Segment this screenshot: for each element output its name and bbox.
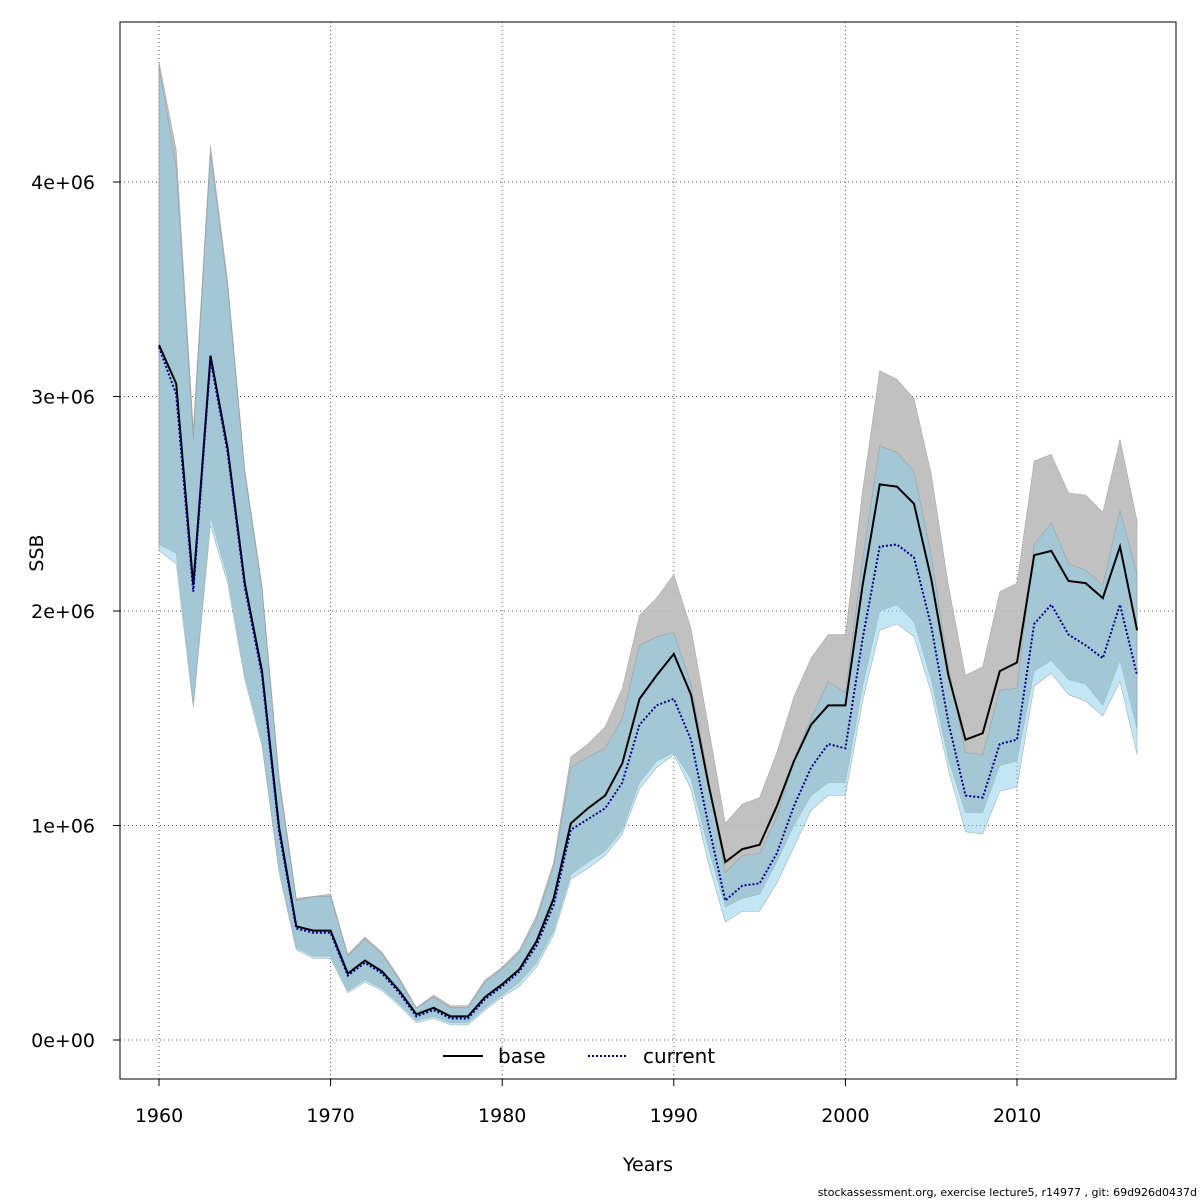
x-tick-label-1990: 1990 <box>650 1105 698 1127</box>
x-axis: 1960 1970 1980 1990 2000 2010 <box>135 1079 1041 1127</box>
y-tick-label-3: 3e+06 <box>31 387 95 409</box>
confidence-bands <box>158 61 1138 1026</box>
y-axis-title: SSB <box>26 534 48 571</box>
y-tick-label-0: 0e+00 <box>31 1030 95 1052</box>
x-axis-title: Years <box>622 1154 673 1176</box>
plot-frame <box>119 21 1177 1080</box>
x-tick-label-2000: 2000 <box>821 1105 869 1127</box>
footer-note: stockassessment.org, exercise lecture5, … <box>818 1186 1197 1199</box>
y-tick-label-4: 4e+06 <box>31 172 95 194</box>
band-current <box>158 66 1138 1026</box>
y-tick-label-2: 2e+06 <box>31 601 95 623</box>
x-tick-label-1970: 1970 <box>306 1105 354 1127</box>
band-base <box>158 61 1138 1024</box>
y-tick-label-1: 1e+06 <box>31 816 95 838</box>
line-base <box>158 344 1139 1018</box>
y-axis: 0e+00 1e+06 2e+06 3e+06 4e+06 <box>31 172 120 1052</box>
legend-base-label: base <box>498 1044 546 1068</box>
x-tick-label-1960: 1960 <box>135 1105 183 1127</box>
legend: base current <box>443 1044 715 1068</box>
series-lines <box>158 344 1139 1020</box>
line-current <box>158 346 1139 1020</box>
x-tick-label-2010: 2010 <box>993 1105 1041 1127</box>
grid-lines <box>120 22 1176 1079</box>
legend-current-label: current <box>643 1044 715 1068</box>
x-tick-label-1980: 1980 <box>478 1105 526 1127</box>
